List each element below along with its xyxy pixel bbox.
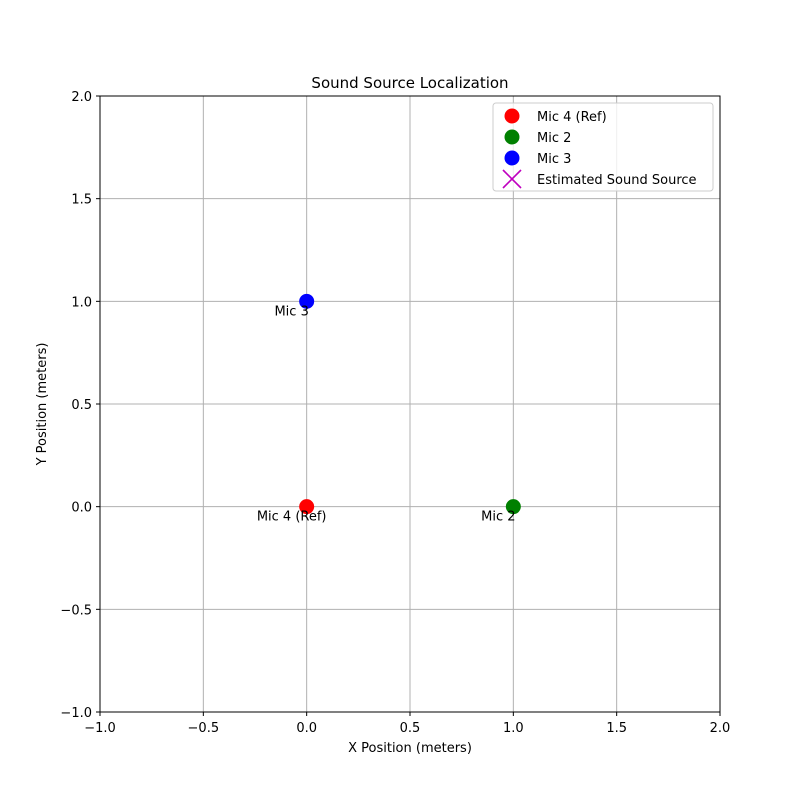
y-tick-label: 1.5 bbox=[71, 193, 92, 208]
legend-label: Estimated Sound Source bbox=[537, 173, 697, 188]
legend-frame bbox=[492, 102, 714, 192]
chart-title: Sound Source Localization bbox=[311, 74, 508, 92]
x-tick-label: −0.5 bbox=[188, 721, 220, 736]
y-tick-label: −0.5 bbox=[60, 603, 92, 618]
x-tick-label: 1.0 bbox=[503, 721, 524, 736]
data-point bbox=[299, 293, 315, 309]
y-tick-label: 0.5 bbox=[71, 398, 92, 413]
point-label: Mic 2 bbox=[481, 510, 515, 525]
y-axis-label: Y Position (meters) bbox=[35, 343, 50, 467]
axis-ticks: −1.0 −0.5 0.0 0.5 1.0 1.5 2.0 −1.0 −0.5 0.0 0.5 1.0… bbox=[60, 90, 730, 736]
legend-item: Mic 4 (Ref) bbox=[504, 108, 607, 125]
point-label: Mic 4 (Ref) bbox=[257, 510, 327, 525]
data-point bbox=[505, 499, 521, 515]
legend-item: Mic 3 bbox=[504, 150, 571, 167]
legend-marker bbox=[504, 129, 520, 145]
legend-item: Mic 2 bbox=[504, 129, 571, 146]
point-annotations: Mic 4 (Ref) Mic 2 Mic 3 bbox=[257, 304, 516, 524]
legend-label: Mic 4 (Ref) bbox=[537, 110, 607, 125]
x-tick-label: 0.0 bbox=[296, 721, 317, 736]
x-tick-label: −1.0 bbox=[84, 721, 116, 736]
x-tick-label: 1.5 bbox=[606, 721, 627, 736]
x-tick-label: 0.5 bbox=[400, 721, 421, 736]
y-tick-label: 0.0 bbox=[71, 501, 92, 516]
legend-item: Estimated Sound Source bbox=[502, 169, 697, 189]
legend-label: Mic 3 bbox=[537, 152, 571, 167]
data-point bbox=[299, 499, 315, 515]
point-label: Mic 3 bbox=[274, 304, 308, 319]
legend-label: Mic 2 bbox=[537, 131, 571, 146]
y-tick-label: 1.0 bbox=[71, 295, 92, 310]
legend: Mic 4 (Ref) Mic 2 Mic 3 Estimated Sound Sou… bbox=[492, 102, 714, 192]
legend-marker bbox=[504, 108, 520, 124]
data-points bbox=[299, 293, 521, 515]
legend-marker bbox=[504, 150, 520, 166]
y-tick-label: 2.0 bbox=[71, 90, 92, 105]
x-tick-label: 2.0 bbox=[710, 721, 731, 736]
x-axis-label: X Position (meters) bbox=[348, 741, 472, 756]
y-tick-label: −1.0 bbox=[60, 706, 92, 721]
legend-marker bbox=[502, 169, 522, 189]
